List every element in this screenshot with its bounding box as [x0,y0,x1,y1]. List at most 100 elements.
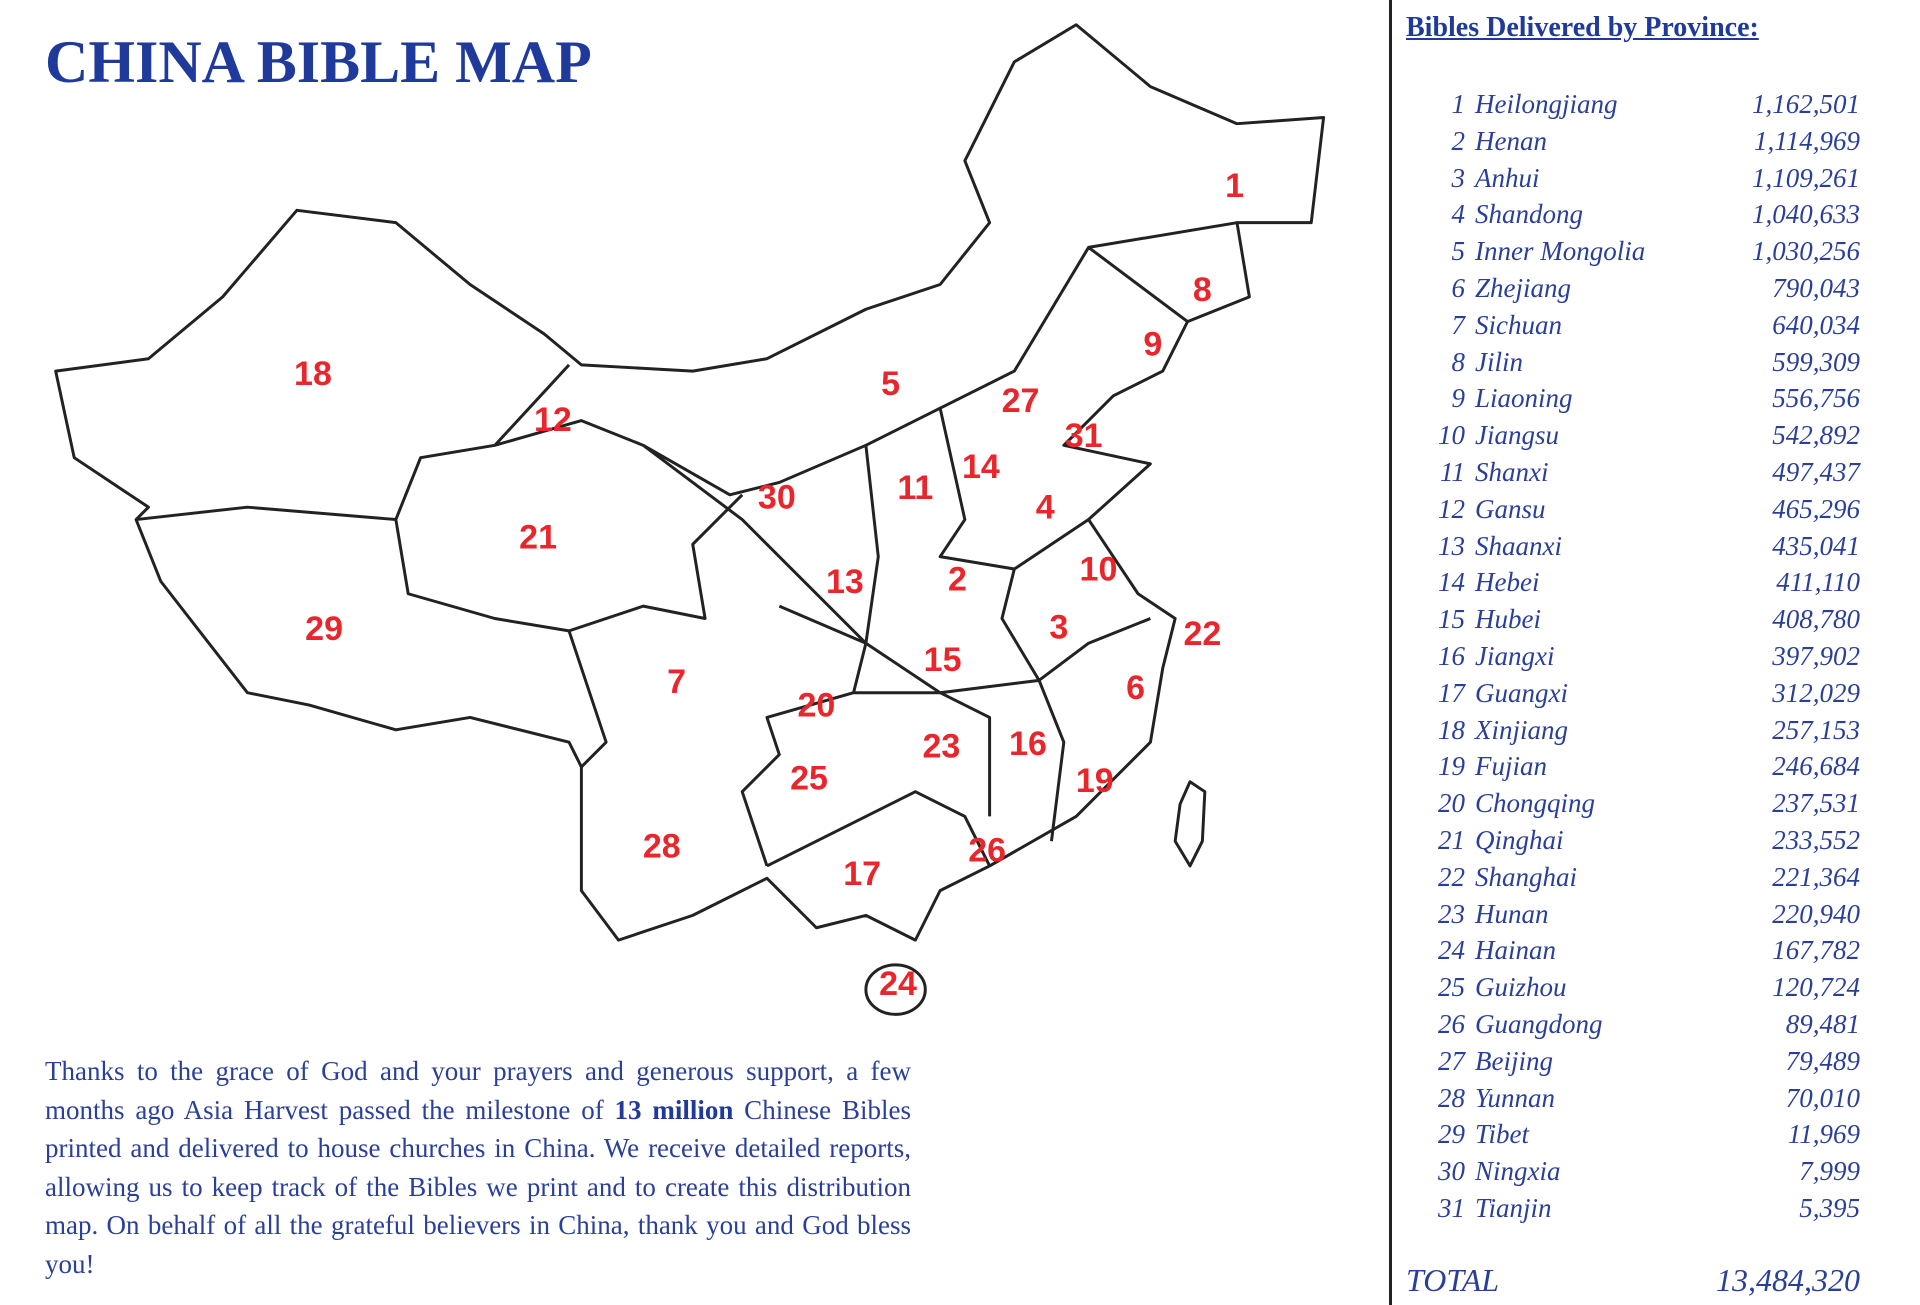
rank: 10 [1438,420,1465,451]
divider [1389,0,1392,1305]
table-row: 6 Zhejiang 790,043 [1400,273,1861,309]
province: Beijing [1475,1045,1553,1076]
rank: 5 [1451,236,1466,267]
province-number: 6 [1126,669,1145,707]
table-row: 13 Shaanxi 435,041 [1400,531,1860,567]
intro-text: Thanks to the grace of God and your pray… [45,1052,911,1283]
province-number: 3 [1049,609,1068,647]
province: Shaanxi [1475,530,1562,561]
bible-count: 5,395 [1799,1193,1860,1223]
rank: 24 [1438,935,1465,966]
rank: 28 [1438,1082,1465,1113]
rank: 31 [1438,1193,1465,1223]
rank: 21 [1438,825,1465,855]
province-number: 22 [1183,615,1221,653]
taiwan-island [1173,780,1207,868]
rank: 2 [1451,125,1466,156]
rank: 19 [1438,751,1465,782]
province: Liaoning [1475,383,1573,414]
bible-count: 556,756 [1772,383,1860,414]
rank: 30 [1438,1156,1465,1187]
rank: 26 [1438,1009,1465,1039]
bible-count: 237,531 [1772,788,1860,819]
province: Guangdong [1475,1009,1603,1039]
bible-count: 1,114,969 [1754,125,1860,156]
province-number: 31 [1065,417,1103,455]
bible-count: 397,902 [1772,641,1860,671]
province: Ningxia [1475,1156,1561,1187]
table-row: 9 Liaoning 556,756 [1400,383,1861,419]
province: Chongqing [1475,788,1596,819]
province: Jiangsu [1475,420,1559,451]
table-row: 31 Tianjin 5,395 [1400,1193,1860,1229]
bible-count: 1,109,261 [1752,162,1860,193]
table-row: 2 Henan 1,114,969 [1400,125,1861,162]
bible-count: 220,940 [1772,898,1860,929]
province-number: 18 [294,355,332,393]
province-number: 24 [879,965,917,1003]
bible-count: 167,782 [1772,935,1860,966]
province: Hainan [1475,935,1556,966]
bible-count: 233,552 [1772,825,1860,855]
rank: 20 [1438,788,1465,819]
bible-count: 1,040,633 [1752,199,1860,230]
province-number: 28 [643,828,681,866]
table-row: 12 Gansu 465,296 [1400,494,1860,530]
title: CHINA BIBLE MAP [45,29,592,95]
province: Shandong [1475,199,1583,230]
bible-count: 790,043 [1772,273,1860,303]
intro-after: Chinese Bibles printed and delivered to … [45,1094,911,1279]
province-number: 8 [1193,271,1212,309]
province: Hebei [1475,567,1540,598]
rank: 15 [1438,604,1465,635]
province-number: 23 [922,727,960,765]
province-number: 14 [962,448,1000,486]
rank: 4 [1451,199,1466,230]
table-row: 20 Chongqing 237,531 [1400,788,1860,824]
province: Sichuan [1475,309,1562,340]
province-number: 1 [1225,167,1244,205]
province: Guizhou [1475,972,1567,1003]
rank: 27 [1438,1045,1465,1076]
bible-count: 246,684 [1772,751,1860,782]
province: Jilin [1475,346,1523,377]
bible-count: 640,034 [1772,309,1860,340]
table-row: 5 Inner Mongolia 1,030,256 [1400,236,1861,272]
province-number: 2 [948,560,967,598]
rank: 25 [1438,972,1465,1003]
bible-count: 542,892 [1772,420,1860,451]
bible-count: 497,437 [1772,457,1860,487]
province: Gansu [1475,493,1546,524]
china-map: 1234567891011121314151617181920212223242… [54,23,1326,1016]
rank: 8 [1451,346,1466,377]
province: Shanxi [1475,457,1549,487]
table-row: 3 Anhui 1,109,261 [1400,162,1861,199]
province: Zhejiang [1475,273,1572,303]
province-number: 11 [897,469,933,507]
bible-count: 599,309 [1772,346,1860,377]
province: Anhui [1475,162,1540,193]
table-row: 18 Xinjiang 257,153 [1400,715,1860,751]
bible-count: 411,110 [1776,567,1860,598]
province: Shanghai [1475,861,1578,892]
bible-count: 257,153 [1772,714,1860,745]
rank: 11 [1440,457,1465,487]
bible-count: 89,481 [1785,1009,1860,1039]
table-row: 23 Hunan 220,940 [1400,899,1860,935]
province-number: 17 [843,855,881,893]
table-row: 16 Jiangxi 397,902 [1400,641,1860,677]
province-number: 20 [798,687,836,725]
province-number: 21 [519,518,557,556]
table-row: 30 Ningxia 7,999 [1400,1156,1860,1192]
province-number: 12 [534,401,572,439]
table-row: 22 Shanghai 221,364 [1400,862,1860,898]
bible-count: 11,969 [1787,1119,1860,1150]
rank: 3 [1451,162,1466,193]
province: Tianjin [1475,1193,1552,1223]
table-row: 17 Guangxi 312,029 [1400,678,1860,714]
table-row: 11 Shanxi 497,437 [1400,457,1860,493]
province-number: 25 [790,760,828,798]
hainan-island [864,963,927,1016]
rank: 6 [1451,273,1466,303]
